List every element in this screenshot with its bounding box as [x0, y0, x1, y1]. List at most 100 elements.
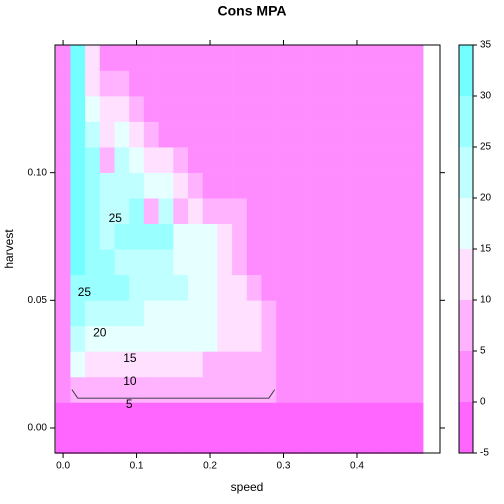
cell — [202, 45, 218, 71]
cell — [85, 325, 101, 352]
cell — [320, 376, 336, 403]
cell — [334, 223, 350, 250]
cell — [349, 223, 365, 250]
cell — [114, 325, 130, 352]
cell — [261, 70, 277, 97]
cell — [246, 70, 262, 97]
cell — [70, 325, 86, 352]
cell — [290, 147, 306, 173]
contour-label: 20 — [93, 326, 107, 340]
cell — [261, 351, 277, 378]
cell — [70, 300, 86, 327]
cell — [143, 223, 159, 250]
cell — [290, 249, 306, 276]
colorkey-label: 15 — [480, 244, 492, 255]
cell — [202, 121, 218, 148]
cell — [379, 376, 395, 403]
cell — [349, 70, 365, 97]
cell — [408, 96, 424, 122]
cell — [334, 402, 350, 454]
cell — [114, 45, 130, 71]
cell — [129, 325, 145, 352]
cell — [305, 351, 321, 378]
cell — [173, 147, 189, 173]
cell — [261, 376, 277, 403]
cell — [276, 172, 292, 199]
cell — [85, 121, 101, 148]
cell — [364, 249, 380, 276]
cell — [173, 223, 189, 250]
cell — [232, 70, 248, 97]
colorkey-bin — [459, 198, 473, 249]
cell — [349, 376, 365, 403]
cell — [232, 325, 248, 352]
cell — [70, 223, 86, 250]
cell — [217, 198, 233, 225]
cell — [232, 351, 248, 378]
cell — [364, 376, 380, 403]
cell — [232, 402, 248, 454]
cell — [99, 300, 115, 327]
cell — [379, 121, 395, 148]
cell — [232, 198, 248, 225]
colorkey-bin — [459, 249, 473, 300]
cell — [349, 351, 365, 378]
cell — [276, 121, 292, 148]
cell — [202, 351, 218, 378]
cell — [99, 249, 115, 276]
cell — [99, 325, 115, 352]
cell — [217, 172, 233, 199]
cell — [202, 376, 218, 403]
cell — [334, 198, 350, 225]
cell — [99, 70, 115, 97]
cell — [393, 325, 409, 352]
cell — [320, 121, 336, 148]
cell — [290, 325, 306, 352]
cell — [364, 121, 380, 148]
cell — [320, 172, 336, 199]
cell — [143, 96, 159, 122]
cell — [379, 274, 395, 301]
cell — [85, 172, 101, 199]
colorkey-bin — [459, 402, 473, 453]
cell — [55, 70, 71, 97]
cell — [349, 172, 365, 199]
cell — [70, 402, 86, 454]
cell — [408, 45, 424, 71]
cell — [187, 402, 203, 454]
cell — [55, 376, 71, 403]
cell — [70, 274, 86, 301]
cell — [114, 172, 130, 199]
cell — [173, 402, 189, 454]
cell — [232, 376, 248, 403]
cell — [320, 325, 336, 352]
cell — [129, 274, 145, 301]
cell — [276, 198, 292, 225]
cell — [55, 147, 71, 173]
cell — [217, 351, 233, 378]
cell — [158, 45, 174, 71]
cell — [187, 325, 203, 352]
cell — [320, 249, 336, 276]
cell — [114, 198, 130, 225]
cell — [290, 300, 306, 327]
cell — [129, 351, 145, 378]
cell — [349, 121, 365, 148]
cell — [187, 223, 203, 250]
colorkey-bin — [459, 300, 473, 351]
cell — [334, 376, 350, 403]
cell — [158, 198, 174, 225]
cell — [217, 300, 233, 327]
cell — [85, 249, 101, 276]
cell — [393, 45, 409, 71]
cell — [320, 223, 336, 250]
cell — [261, 223, 277, 250]
cell — [408, 121, 424, 148]
cell — [276, 249, 292, 276]
cell — [393, 172, 409, 199]
cell — [276, 223, 292, 250]
cell — [349, 274, 365, 301]
cell — [305, 223, 321, 250]
cell — [290, 198, 306, 225]
cell — [187, 300, 203, 327]
